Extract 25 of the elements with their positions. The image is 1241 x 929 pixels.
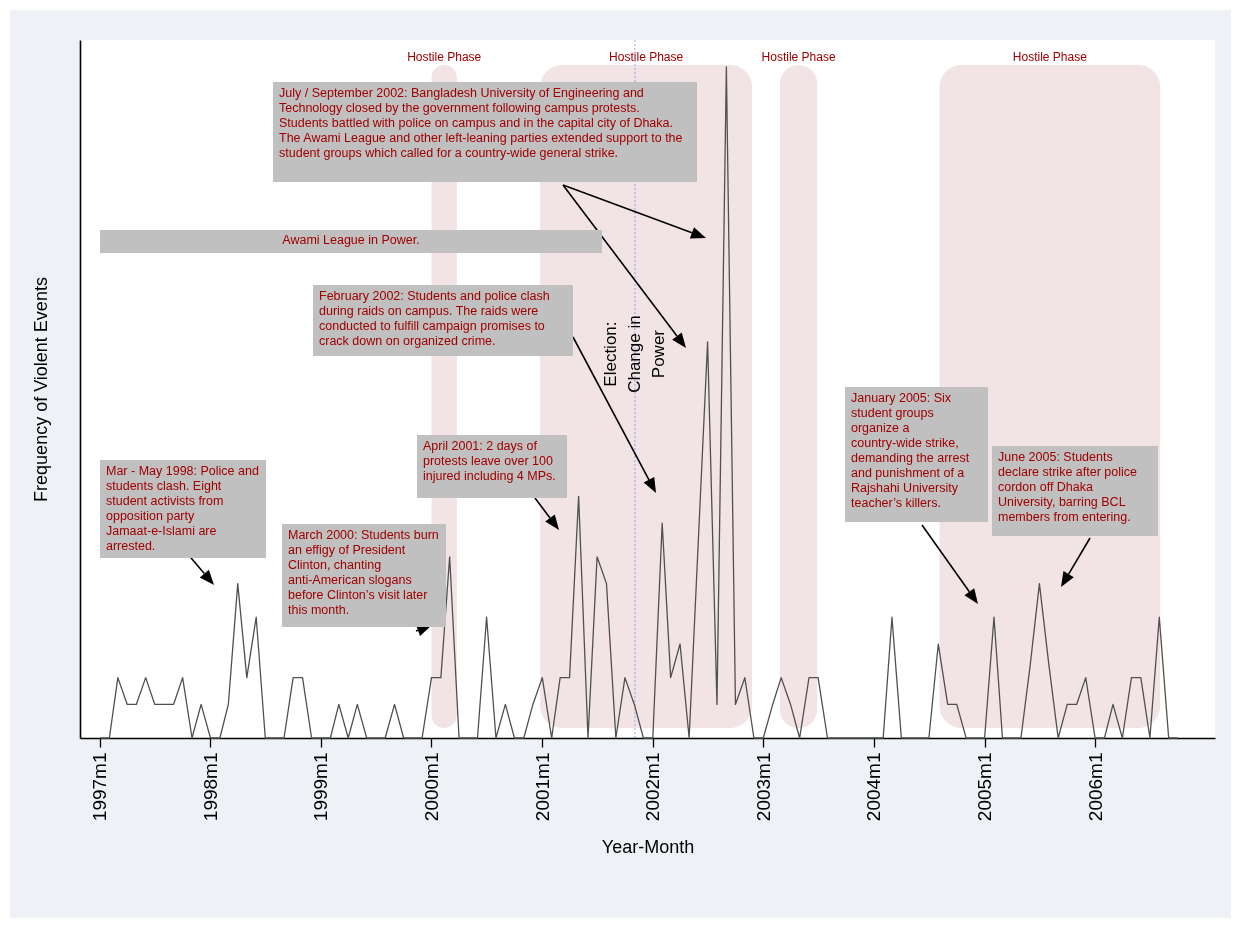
x-axis-title: Year-Month [601, 837, 695, 858]
x-tick-label: 2003m1 [752, 752, 774, 822]
x-tick-label: 2002m1 [642, 752, 664, 822]
annotation: March 2000: Students burn an effigy of President Clinton, chanting anti-American slogans before Clinton’s visit later this month. [288, 528, 439, 617]
annotation: Mar - May 1998: Police and students clash. Eight student activists from opposition party Jamaat-e-Islami are arrested. [106, 464, 259, 553]
x-tick-label: 2006m1 [1084, 752, 1106, 822]
band-label: Hostile Phase [1012, 50, 1088, 64]
band-label: Hostile Phase [761, 50, 836, 64]
ref-line-label: Election: Change in Power [600, 315, 668, 393]
x-tick-label: 2005m1 [974, 752, 996, 822]
annotation: January 2005: Six student groups organize a country-wide strike, demanding the arrest and punishment of a Rajshahi University teacher’s killers. [851, 391, 970, 510]
band-label: Hostile Phase [609, 50, 684, 64]
annotation: February 2002: Students and police clash during raids on campus. The raids were conducted to fulfill campaign promises to crack down on organized crime. [319, 289, 550, 348]
band-label: Hostile Phase [407, 50, 482, 64]
y-axis-title: Frequency of Violent Events [30, 277, 51, 502]
x-tick-label: 1998m1 [199, 752, 221, 822]
x-tick-label: 1997m1 [89, 752, 111, 822]
x-tick-label: 2001m1 [531, 752, 553, 822]
annotation: July / September 2002: Bangladesh University of Engineering and Technology closed by the government following campus protests. Students battled with police on campus and in the capital city of Dhaka. The Awami League and other left-leaning parties extended support to the student groups which called for a country-wide general strike. [279, 86, 683, 160]
annotation: April 2001: 2 days of protests leave over 100 injured including 4 MPs. [423, 439, 556, 483]
annotation: Awami League in Power. [282, 233, 420, 247]
annotation: June 2005: Students declare strike after police cordon off Dhaka University, barring BCL members from entering. [998, 450, 1137, 524]
x-tick-label: 2000m1 [420, 752, 442, 822]
x-tick-label: 2004m1 [863, 752, 885, 822]
x-tick-label: 1999m1 [310, 752, 332, 822]
